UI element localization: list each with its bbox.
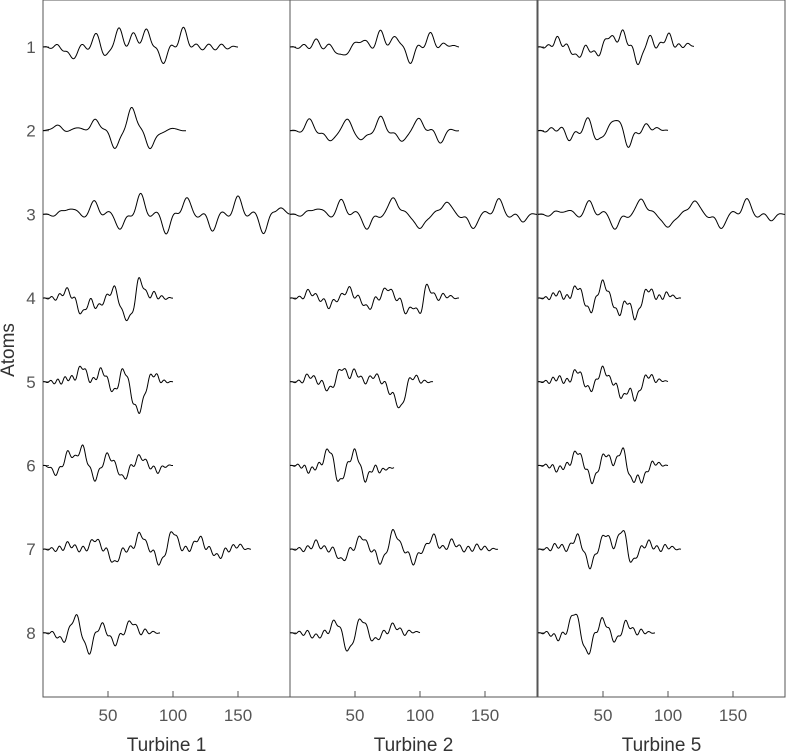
row-label: 2 bbox=[26, 122, 35, 141]
x-tick-label: 150 bbox=[471, 706, 499, 725]
row-label: 3 bbox=[26, 205, 35, 224]
row-labels-group: 1 2 3 4 5 6 7 8 bbox=[26, 38, 35, 643]
panel-xlabel: Turbine 2 bbox=[374, 735, 454, 755]
atom-waveform-7 bbox=[289, 529, 499, 566]
atom-waveform-1 bbox=[289, 29, 460, 64]
atom-waveform-3 bbox=[42, 192, 291, 235]
atom-waveform-2 bbox=[537, 117, 669, 148]
panel-3: 50 100 150 Turbine 5 bbox=[537, 0, 786, 755]
atom-waveform-1 bbox=[537, 29, 695, 66]
panel-xlabel: Turbine 5 bbox=[622, 735, 702, 755]
panel-1: 50 100 150 Turbine 1 bbox=[42, 0, 291, 755]
panels-group: 50 100 150 Turbine 1 50 100 150 Turbine 2 50 100 1… bbox=[42, 0, 786, 755]
row-label: 8 bbox=[26, 624, 35, 643]
atom-waveform-4 bbox=[537, 279, 682, 321]
row-label: 6 bbox=[26, 457, 35, 476]
atom-waveform-5 bbox=[42, 365, 174, 415]
atom-waveform-2 bbox=[42, 106, 187, 150]
panel-frame bbox=[289, 0, 538, 698]
row-label: 5 bbox=[26, 373, 35, 392]
x-tick-label: 100 bbox=[654, 706, 682, 725]
panel-frame bbox=[42, 0, 291, 698]
atom-waveform-8 bbox=[289, 618, 421, 652]
atom-waveform-7 bbox=[42, 531, 252, 566]
atom-waveform-4 bbox=[289, 283, 460, 315]
atom-waveform-6 bbox=[42, 444, 174, 482]
atom-waveform-1 bbox=[42, 26, 238, 64]
row-label: 1 bbox=[26, 38, 35, 57]
row-label: 4 bbox=[26, 289, 35, 308]
atom-waveform-3 bbox=[289, 197, 538, 230]
atom-waveform-8 bbox=[537, 613, 656, 655]
x-tick-label: 50 bbox=[346, 706, 365, 725]
atom-waveform-2 bbox=[289, 115, 460, 144]
panel-xlabel: Turbine 1 bbox=[127, 735, 207, 755]
atom-waveform-6 bbox=[289, 448, 395, 483]
atom-waveform-3 bbox=[537, 198, 786, 230]
panel-frame bbox=[537, 0, 786, 698]
x-tick-label: 150 bbox=[719, 706, 747, 725]
atom-waveform-8 bbox=[42, 614, 161, 655]
row-label: 7 bbox=[26, 540, 35, 559]
atom-waveform-6 bbox=[537, 447, 669, 485]
x-tick-label: 150 bbox=[224, 706, 252, 725]
x-tick-label: 100 bbox=[406, 706, 434, 725]
x-tick-label: 50 bbox=[594, 706, 613, 725]
atom-waveform-5 bbox=[537, 365, 669, 402]
atom-waveform-4 bbox=[42, 277, 174, 322]
panel-2: 50 100 150 Turbine 2 bbox=[289, 0, 538, 755]
x-tick-label: 100 bbox=[159, 706, 187, 725]
atom-waveform-5 bbox=[289, 368, 434, 409]
x-tick-label: 50 bbox=[99, 706, 118, 725]
atom-waveform-7 bbox=[537, 530, 682, 570]
y-axis-title: Atoms bbox=[0, 323, 19, 377]
